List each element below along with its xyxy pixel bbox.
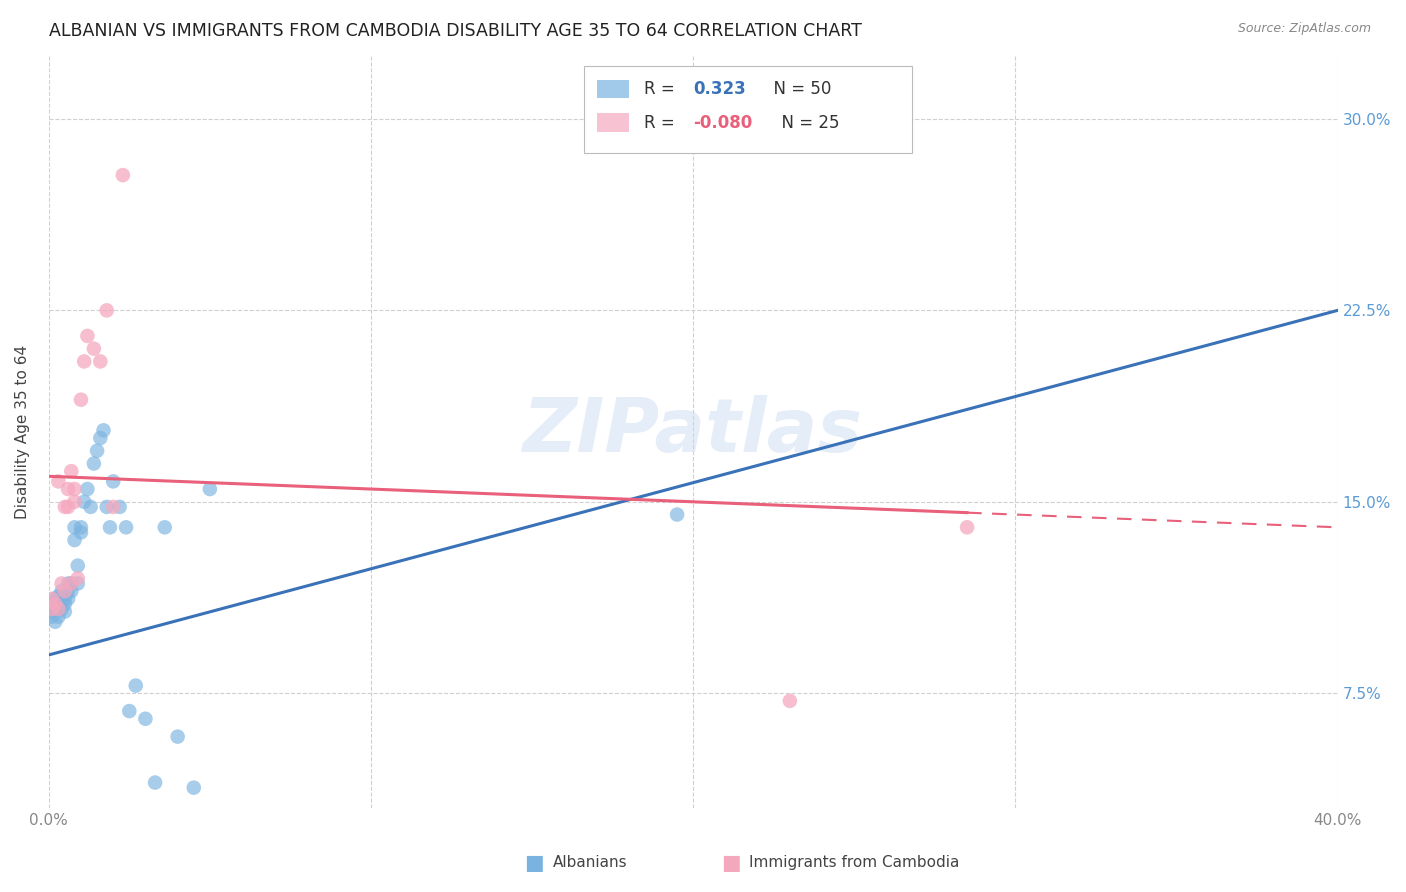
Point: [83, 457, 105, 471]
Point: [70, 520, 93, 534]
Point: [118, 704, 141, 718]
Point: [66, 576, 89, 591]
Point: [93, 423, 115, 437]
Text: R =: R =: [644, 114, 681, 132]
Point: [76, 329, 98, 343]
Point: [51, 602, 73, 616]
Point: [48, 609, 70, 624]
Text: ■: ■: [524, 853, 544, 872]
Point: [41, 602, 63, 616]
Point: [41, 597, 63, 611]
Point: [96, 303, 118, 318]
Point: [143, 775, 166, 789]
Point: [66, 571, 89, 585]
Point: [48, 602, 70, 616]
FancyBboxPatch shape: [596, 79, 628, 98]
Point: [89, 354, 111, 368]
Point: [48, 597, 70, 611]
Point: [51, 591, 73, 606]
Text: Immigrants from Cambodia: Immigrants from Cambodia: [749, 855, 960, 870]
Point: [56, 591, 79, 606]
Point: [60, 576, 83, 591]
Point: [53, 500, 76, 514]
Point: [115, 520, 138, 534]
Y-axis label: Disability Age 35 to 64: Disability Age 35 to 64: [15, 344, 30, 518]
Text: Source: ZipAtlas.com: Source: ZipAtlas.com: [1237, 22, 1371, 36]
Point: [44, 602, 66, 616]
Point: [183, 780, 205, 795]
Point: [98, 520, 121, 534]
FancyBboxPatch shape: [583, 66, 912, 153]
Point: [79, 500, 101, 514]
Point: [70, 525, 93, 540]
Point: [193, 814, 215, 828]
Point: [83, 342, 105, 356]
Point: [63, 533, 86, 547]
Point: [44, 597, 66, 611]
Point: [134, 712, 156, 726]
Point: [153, 520, 176, 534]
Text: ALBANIAN VS IMMIGRANTS FROM CAMBODIA DISABILITY AGE 35 TO 64 CORRELATION CHART: ALBANIAN VS IMMIGRANTS FROM CAMBODIA DIS…: [49, 22, 862, 40]
Point: [60, 584, 83, 599]
Point: [53, 591, 76, 606]
Point: [73, 495, 96, 509]
Point: [53, 605, 76, 619]
Point: [125, 679, 148, 693]
Point: [56, 482, 79, 496]
Text: Albanians: Albanians: [553, 855, 627, 870]
FancyBboxPatch shape: [596, 113, 628, 132]
Point: [66, 558, 89, 573]
Point: [86, 443, 108, 458]
Point: [103, 475, 125, 489]
Point: [53, 584, 76, 599]
Point: [41, 591, 63, 606]
Text: -0.080: -0.080: [693, 114, 752, 132]
Point: [56, 584, 79, 599]
Point: [56, 500, 79, 514]
Point: [41, 609, 63, 624]
Text: 0.323: 0.323: [693, 80, 747, 98]
Text: ZIPatlas: ZIPatlas: [523, 395, 863, 468]
Point: [666, 508, 689, 522]
Point: [76, 482, 98, 496]
Point: [56, 576, 79, 591]
Text: ■: ■: [721, 853, 741, 872]
Point: [60, 576, 83, 591]
Point: [38, 602, 60, 616]
Point: [48, 475, 70, 489]
Point: [41, 605, 63, 619]
Point: [70, 392, 93, 407]
Point: [779, 694, 801, 708]
Point: [51, 576, 73, 591]
Point: [53, 597, 76, 611]
Point: [48, 602, 70, 616]
Text: R =: R =: [644, 80, 681, 98]
Point: [48, 589, 70, 603]
Point: [44, 591, 66, 606]
Point: [63, 520, 86, 534]
Point: [166, 730, 188, 744]
Point: [73, 354, 96, 368]
Point: [44, 615, 66, 629]
Point: [63, 495, 86, 509]
Point: [63, 482, 86, 496]
Point: [89, 431, 111, 445]
Text: N = 50: N = 50: [763, 80, 831, 98]
Text: N = 25: N = 25: [770, 114, 839, 132]
Point: [96, 500, 118, 514]
Point: [60, 464, 83, 478]
Point: [108, 500, 131, 514]
Point: [111, 168, 134, 182]
Point: [103, 500, 125, 514]
Point: [198, 482, 221, 496]
Point: [51, 584, 73, 599]
Point: [956, 520, 979, 534]
